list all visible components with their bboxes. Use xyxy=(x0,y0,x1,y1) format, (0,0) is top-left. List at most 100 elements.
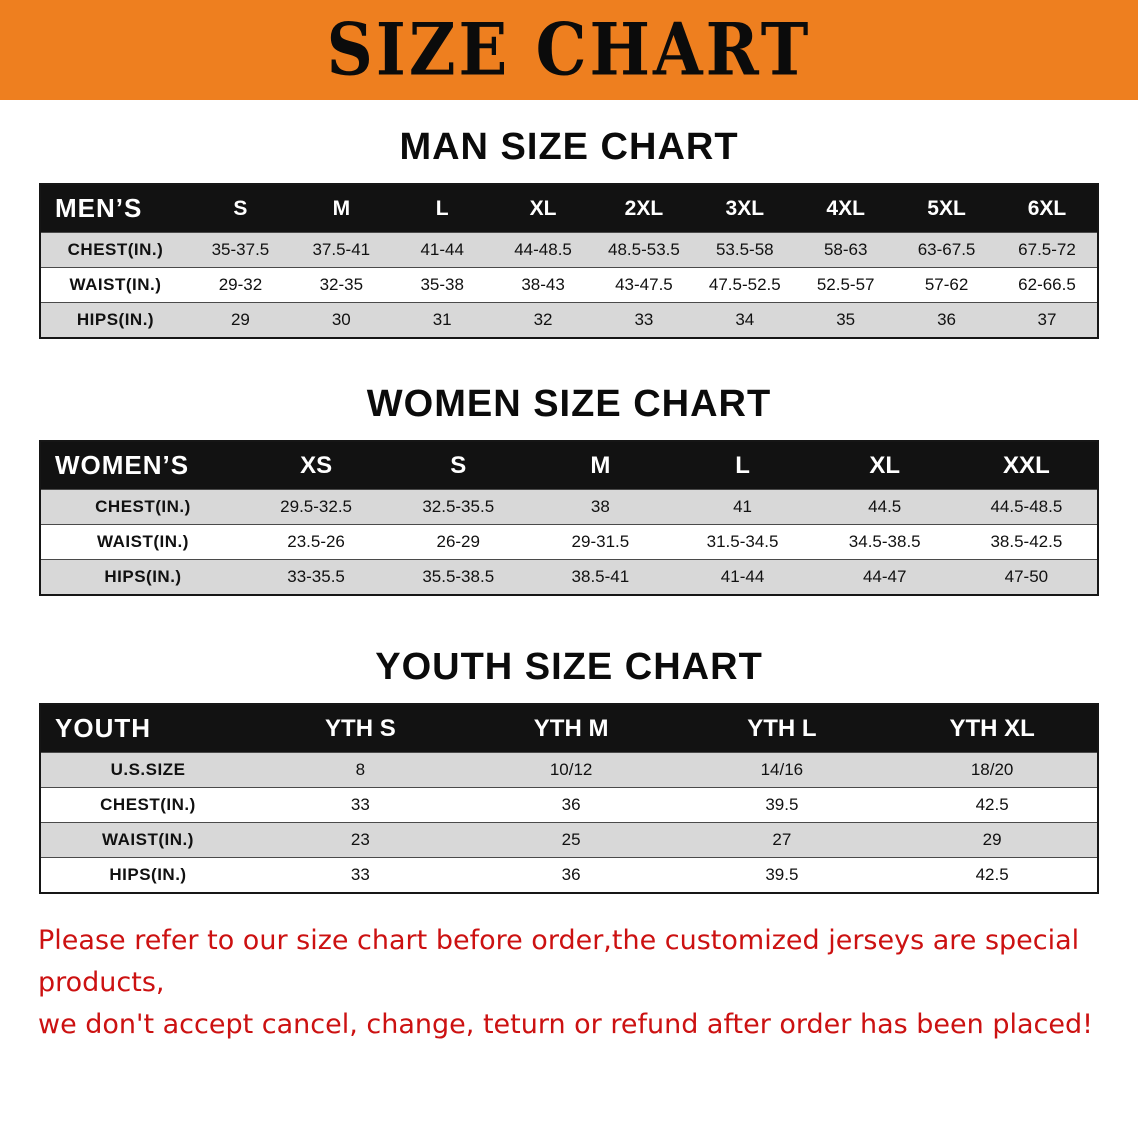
footer-disclaimer: Please refer to our size chart before or… xyxy=(38,920,1138,1046)
men-table-title-cell: MEN’S xyxy=(40,184,190,233)
column-header: S xyxy=(387,441,530,490)
column-header: 3XL xyxy=(694,184,796,233)
table-row: HIPS(IN.) 29 30 31 32 33 34 35 36 37 xyxy=(40,302,1098,338)
row-label: WAIST(IN.) xyxy=(40,267,190,303)
youth-size-chart-heading: YOUTH SIZE CHART xyxy=(375,646,763,688)
table-header-row: WOMEN’S XS S M L XL XXL xyxy=(40,441,1098,490)
column-header: XL xyxy=(813,441,956,490)
table-header-row: YOUTH YTH S YTH M YTH L YTH XL xyxy=(40,704,1098,753)
column-header: S xyxy=(190,184,291,233)
column-header: M xyxy=(290,184,392,233)
size-value-cell: 36 xyxy=(896,302,997,338)
size-value-cell: 33 xyxy=(593,302,695,338)
size-value-cell: 44-47 xyxy=(813,559,956,595)
size-value-cell: 31 xyxy=(391,302,493,338)
size-value-cell: 67.5-72 xyxy=(997,232,1098,268)
size-value-cell: 39.5 xyxy=(676,857,888,893)
size-value-cell: 33-35.5 xyxy=(245,559,388,595)
page-title: SIZE CHART xyxy=(326,8,812,92)
size-value-cell: 47.5-52.5 xyxy=(694,267,796,303)
youth-size-table: YOUTH YTH S YTH M YTH L YTH XL U.S.SIZE 8 10/12… xyxy=(39,703,1099,894)
size-value-cell: 33 xyxy=(255,857,466,893)
women-table-title-cell: WOMEN’S xyxy=(40,441,245,490)
size-value-cell: 37 xyxy=(997,302,1098,338)
size-value-cell: 38 xyxy=(529,489,672,525)
orange-title-banner: SIZE CHART xyxy=(0,0,1138,100)
size-value-cell: 31.5-34.5 xyxy=(671,524,814,560)
table-row: HIPS(IN.) 33 36 39.5 42.5 xyxy=(40,857,1098,893)
size-value-cell: 41-44 xyxy=(671,559,814,595)
column-header: L xyxy=(671,441,814,490)
size-value-cell: 63-67.5 xyxy=(896,232,997,268)
size-value-cell: 37.5-41 xyxy=(290,232,392,268)
size-value-cell: 27 xyxy=(676,822,888,858)
size-value-cell: 57-62 xyxy=(896,267,997,303)
size-value-cell: 14/16 xyxy=(676,752,888,788)
size-value-cell: 41-44 xyxy=(391,232,493,268)
size-value-cell: 43-47.5 xyxy=(593,267,695,303)
size-value-cell: 44.5 xyxy=(813,489,956,525)
column-header: XXL xyxy=(955,441,1098,490)
size-value-cell: 53.5-58 xyxy=(694,232,796,268)
size-value-cell: 34 xyxy=(694,302,796,338)
size-value-cell: 25 xyxy=(465,822,677,858)
size-value-cell: 29 xyxy=(887,822,1098,858)
size-value-cell: 48.5-53.5 xyxy=(593,232,695,268)
column-header: YTH L xyxy=(676,704,888,753)
women-size-chart-heading: WOMEN SIZE CHART xyxy=(366,383,772,425)
table-row: WAIST(IN.) 23.5-26 26-29 29-31.5 31.5-34.5 34… xyxy=(40,524,1098,560)
size-value-cell: 39.5 xyxy=(676,787,888,823)
size-value-cell: 32.5-35.5 xyxy=(387,489,530,525)
table-row: U.S.SIZE 8 10/12 14/16 18/20 xyxy=(40,752,1098,788)
size-value-cell: 42.5 xyxy=(887,787,1098,823)
column-header: XS xyxy=(245,441,388,490)
size-value-cell: 34.5-38.5 xyxy=(813,524,956,560)
size-value-cell: 29 xyxy=(190,302,291,338)
table-header-row: MEN’S S M L XL 2XL 3XL 4XL 5XL 6XL xyxy=(40,184,1098,233)
table-row: HIPS(IN.) 33-35.5 35.5-38.5 38.5-41 41-44 44-… xyxy=(40,559,1098,595)
size-value-cell: 35 xyxy=(795,302,897,338)
size-value-cell: 35-38 xyxy=(391,267,493,303)
size-value-cell: 35-37.5 xyxy=(190,232,291,268)
size-value-cell: 23 xyxy=(255,822,466,858)
size-value-cell: 30 xyxy=(290,302,392,338)
size-value-cell: 35.5-38.5 xyxy=(387,559,530,595)
column-header: L xyxy=(391,184,493,233)
size-value-cell: 29-31.5 xyxy=(529,524,672,560)
row-label: CHEST(IN.) xyxy=(40,489,245,525)
column-header: 2XL xyxy=(593,184,695,233)
size-value-cell: 44.5-48.5 xyxy=(955,489,1098,525)
column-header: YTH M xyxy=(465,704,677,753)
size-value-cell: 62-66.5 xyxy=(997,267,1098,303)
row-label: CHEST(IN.) xyxy=(40,232,190,268)
size-value-cell: 38.5-42.5 xyxy=(955,524,1098,560)
column-header: 4XL xyxy=(795,184,897,233)
men-size-table: MEN’S S M L XL 2XL 3XL 4XL 5XL 6XL CHEST(IN.) 35-37… xyxy=(39,183,1099,339)
column-header: M xyxy=(529,441,672,490)
table-row: WAIST(IN.) 23 25 27 29 xyxy=(40,822,1098,858)
size-value-cell: 26-29 xyxy=(387,524,530,560)
size-value-cell: 38-43 xyxy=(492,267,594,303)
man-size-chart-heading: MAN SIZE CHART xyxy=(399,126,739,168)
size-value-cell: 47-50 xyxy=(955,559,1098,595)
size-value-cell: 42.5 xyxy=(887,857,1098,893)
column-header: XL xyxy=(492,184,594,233)
youth-table-title-cell: YOUTH xyxy=(40,704,255,753)
table-row: WAIST(IN.) 29-32 32-35 35-38 38-43 43-47.5 47.… xyxy=(40,267,1098,303)
size-value-cell: 33 xyxy=(255,787,466,823)
row-label: WAIST(IN.) xyxy=(40,524,245,560)
row-label: HIPS(IN.) xyxy=(40,857,255,893)
size-value-cell: 8 xyxy=(255,752,466,788)
size-value-cell: 32 xyxy=(492,302,594,338)
size-value-cell: 58-63 xyxy=(795,232,897,268)
table-row: CHEST(IN.) 33 36 39.5 42.5 xyxy=(40,787,1098,823)
size-value-cell: 38.5-41 xyxy=(529,559,672,595)
size-value-cell: 41 xyxy=(671,489,814,525)
footer-disclaimer-line1: Please refer to our size chart before or… xyxy=(38,925,1080,998)
size-value-cell: 36 xyxy=(465,857,677,893)
size-value-cell: 29.5-32.5 xyxy=(245,489,388,525)
row-label: U.S.SIZE xyxy=(40,752,255,788)
size-value-cell: 44-48.5 xyxy=(492,232,594,268)
size-value-cell: 23.5-26 xyxy=(245,524,388,560)
